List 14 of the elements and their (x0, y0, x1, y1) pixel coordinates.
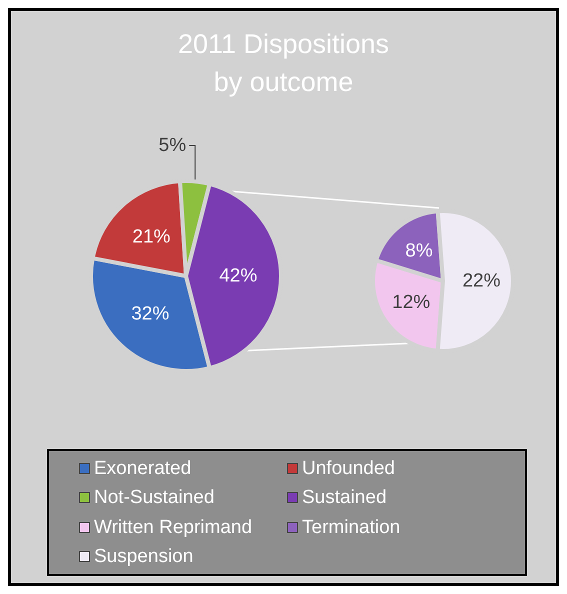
legend-label: Exonerated (93, 456, 192, 481)
data-label: 22% (462, 270, 501, 292)
legend-label: Not-Sustained (93, 486, 216, 510)
data-label: 42% (219, 266, 258, 286)
legend-label: Termination (301, 516, 402, 540)
legend-label: Sustained (301, 486, 388, 510)
data-label: 21% (132, 226, 171, 248)
legend-label: Unfounded (301, 456, 396, 481)
legend-label: Suspension (93, 545, 194, 570)
data-label: 32% (131, 304, 170, 325)
legend-label: Written Reprimand (93, 516, 254, 540)
data-label: 12% (392, 292, 430, 314)
data-label: 8% (405, 240, 433, 262)
data-label: 5% (158, 134, 186, 156)
